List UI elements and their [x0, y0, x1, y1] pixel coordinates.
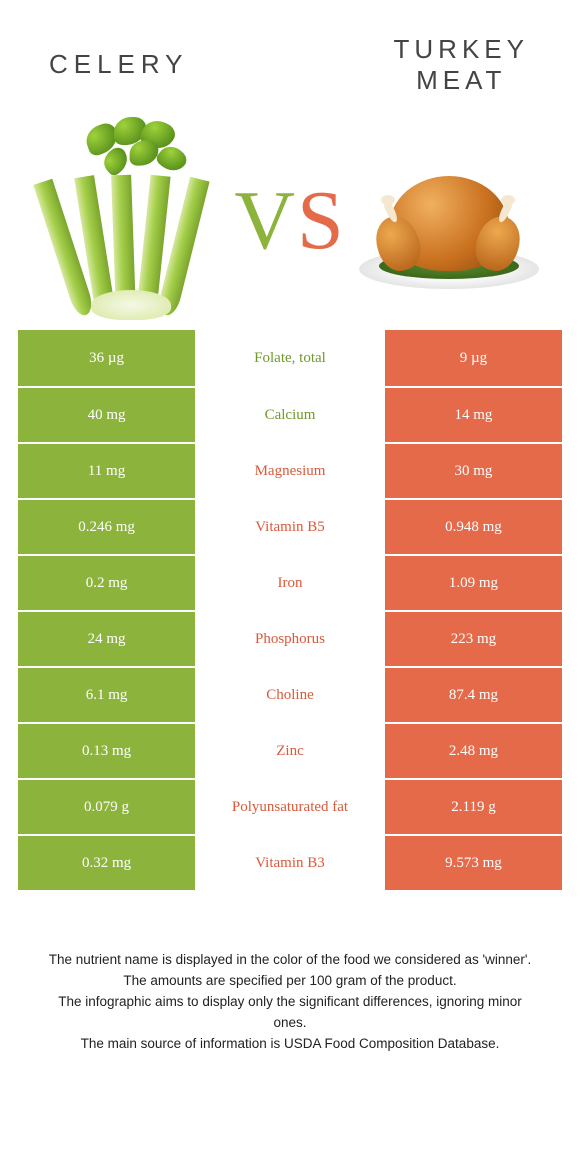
nutrient-table: 36 µgFolate, total9 µg40 mgCalcium14 mg1… — [18, 330, 562, 890]
turkey-icon — [359, 145, 539, 295]
value-right: 9.573 mg — [383, 834, 562, 890]
value-left: 11 mg — [18, 442, 197, 498]
nutrient-name: Calcium — [197, 386, 383, 442]
nutrient-name: Folate, total — [197, 330, 383, 386]
value-left: 0.32 mg — [18, 834, 197, 890]
value-right: 2.48 mg — [383, 722, 562, 778]
nutrient-name: Zinc — [197, 722, 383, 778]
footnote-line: The main source of information is USDA F… — [40, 1034, 540, 1055]
value-right: 30 mg — [383, 442, 562, 498]
table-row: 40 mgCalcium14 mg — [18, 386, 562, 442]
value-right: 9 µg — [383, 330, 562, 386]
title-turkey: TURKEY MEAT — [361, 34, 562, 96]
value-right: 223 mg — [383, 610, 562, 666]
nutrient-name: Iron — [197, 554, 383, 610]
value-right: 2.119 g — [383, 778, 562, 834]
table-row: 0.32 mgVitamin B39.573 mg — [18, 834, 562, 890]
value-left: 0.2 mg — [18, 554, 197, 610]
value-left: 0.13 mg — [18, 722, 197, 778]
value-left: 0.246 mg — [18, 498, 197, 554]
value-left: 24 mg — [18, 610, 197, 666]
table-row: 24 mgPhosphorus223 mg — [18, 610, 562, 666]
table-row: 0.2 mgIron1.09 mg — [18, 554, 562, 610]
title-row: CELERY TURKEY MEAT — [18, 10, 562, 120]
value-right: 0.948 mg — [383, 498, 562, 554]
nutrient-name: Choline — [197, 666, 383, 722]
celery-icon — [56, 125, 206, 315]
footnote-line: The amounts are specified per 100 gram o… — [40, 971, 540, 992]
nutrient-name: Vitamin B3 — [197, 834, 383, 890]
vs-v: V — [234, 174, 297, 267]
value-right: 14 mg — [383, 386, 562, 442]
table-row: 0.13 mgZinc2.48 mg — [18, 722, 562, 778]
value-left: 40 mg — [18, 386, 197, 442]
nutrient-name: Magnesium — [197, 442, 383, 498]
table-row: 6.1 mgCholine87.4 mg — [18, 666, 562, 722]
nutrient-name: Phosphorus — [197, 610, 383, 666]
value-left: 0.079 g — [18, 778, 197, 834]
footnotes: The nutrient name is displayed in the co… — [18, 950, 562, 1055]
table-row: 0.246 mgVitamin B50.948 mg — [18, 498, 562, 554]
vs-s: S — [297, 174, 346, 267]
table-row: 36 µgFolate, total9 µg — [18, 330, 562, 386]
value-right: 1.09 mg — [383, 554, 562, 610]
hero-row: VS — [18, 120, 562, 320]
footnote-line: The nutrient name is displayed in the co… — [40, 950, 540, 971]
nutrient-name: Polyunsaturated fat — [197, 778, 383, 834]
value-left: 6.1 mg — [18, 666, 197, 722]
vs-label: VS — [234, 172, 345, 269]
footnote-line: The infographic aims to display only the… — [40, 992, 540, 1034]
nutrient-name: Vitamin B5 — [197, 498, 383, 554]
value-left: 36 µg — [18, 330, 197, 386]
value-right: 87.4 mg — [383, 666, 562, 722]
table-row: 0.079 gPolyunsaturated fat2.119 g — [18, 778, 562, 834]
title-celery: CELERY — [18, 49, 219, 80]
table-row: 11 mgMagnesium30 mg — [18, 442, 562, 498]
